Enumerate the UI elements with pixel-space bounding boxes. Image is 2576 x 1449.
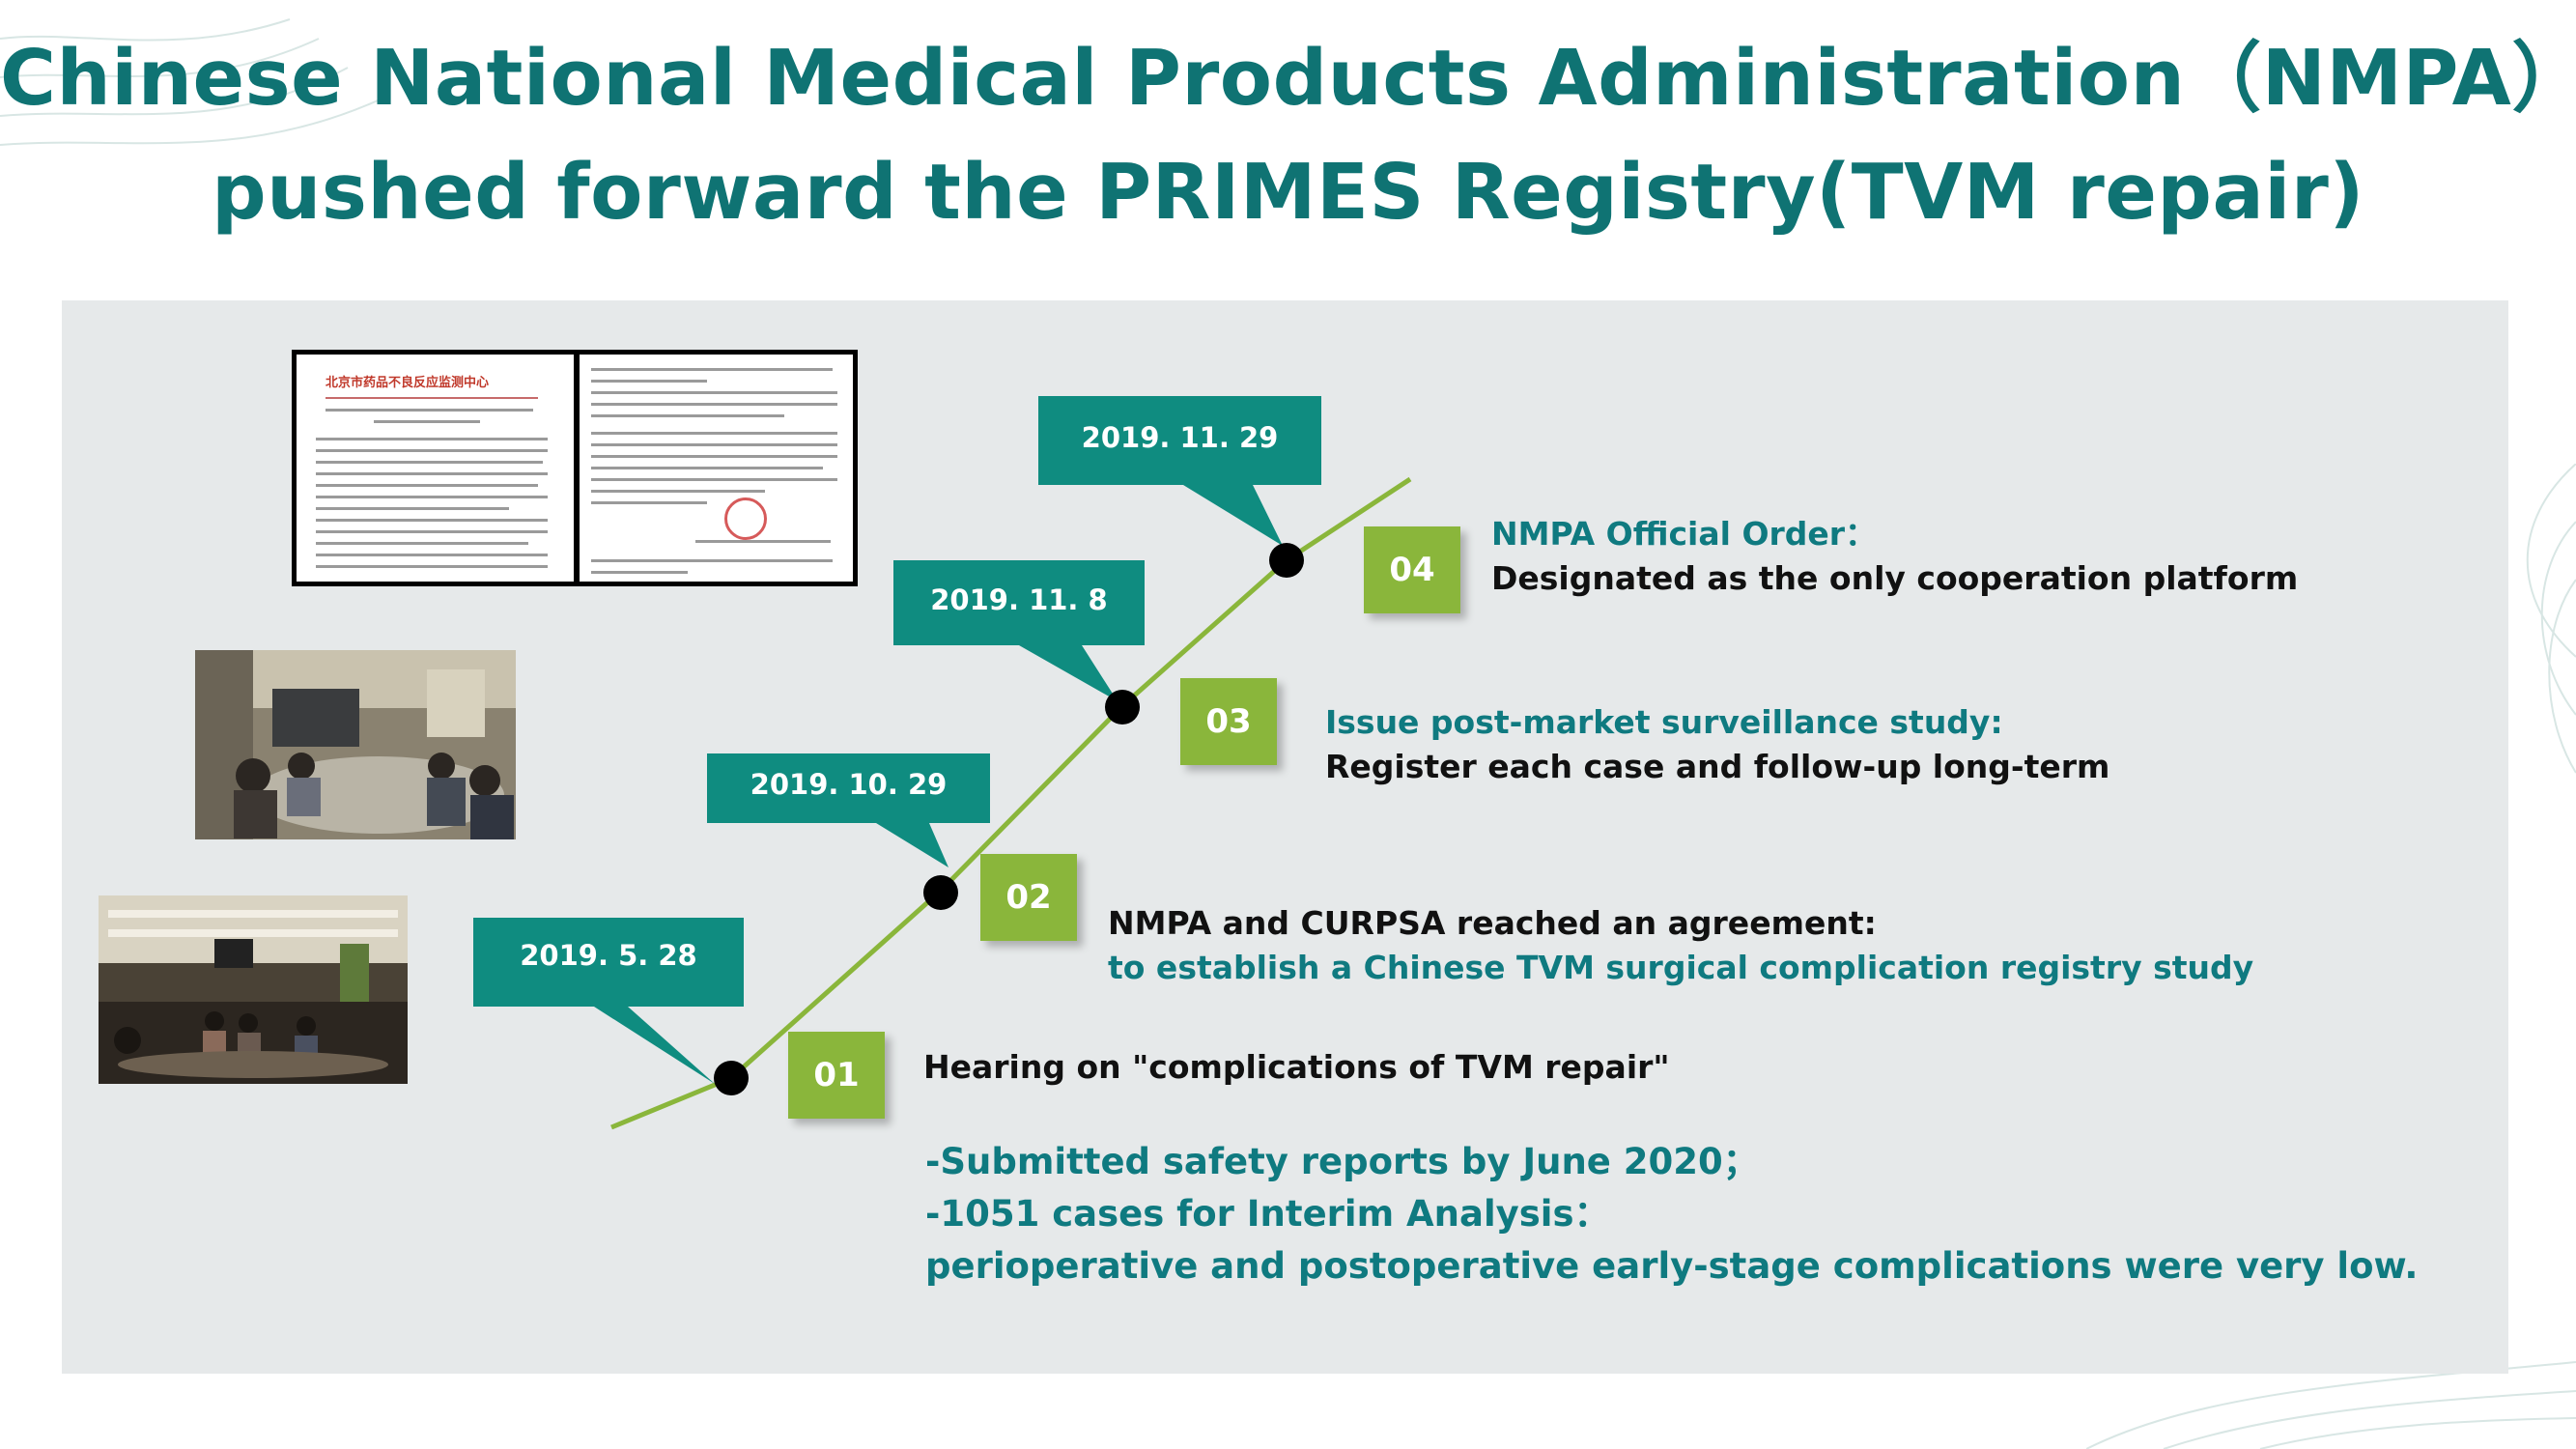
right-wave-decoration — [2526, 464, 2576, 774]
step-badge-03: 03 — [1180, 678, 1277, 765]
date-callout-2: 2019. 10. 29 — [750, 768, 948, 801]
date-callout-3: 2019. 11. 8 — [930, 583, 1108, 616]
red-seal-stamp — [724, 497, 767, 540]
date-callout-2-shape — [707, 753, 990, 867]
milestone-2-line-1: NMPA and CURPSA reached an agreement: — [1108, 904, 1877, 942]
summary-line-2: -1051 cases for Interim Analysis： — [925, 1193, 1610, 1235]
step-badge-04: 04 — [1364, 526, 1460, 613]
document-header-text: 北京市药品不良反应监测中心 — [326, 376, 490, 390]
timeline-dot-3 — [1105, 690, 1140, 724]
milestone-4-line-2: Designated as the only cooperation platf… — [1491, 559, 2299, 597]
milestone-2-line-2: to establish a Chinese TVM surgical comp… — [1108, 949, 2254, 986]
summary-line-1: -Submitted safety reports by June 2020； — [925, 1141, 1759, 1182]
document-page-right — [580, 355, 853, 582]
date-callout-1: 2019. 5. 28 — [520, 939, 697, 972]
document-divider — [574, 355, 580, 582]
meeting-photo-1 — [195, 650, 516, 839]
milestone-1-line-1: Hearing on "complications of TVM repair" — [923, 1048, 1670, 1086]
step-badge-01: 01 — [788, 1032, 885, 1119]
timeline-dot-4 — [1269, 543, 1304, 578]
date-callout-1-shape — [473, 918, 744, 1084]
milestone-3-line-1: Issue post-market surveillance study: — [1325, 703, 2003, 741]
milestone-3-line-2: Register each case and follow-up long-te… — [1325, 748, 2110, 785]
date-callout-4-shape — [1038, 396, 1321, 546]
slide-title-line-1: Chinese National Medical Products Admini… — [0, 34, 2576, 123]
document-page-left: 北京市药品不良反应监测中心 — [297, 355, 574, 582]
summary-line-3: perioperative and postoperative early-st… — [925, 1245, 2419, 1287]
milestone-4-line-1: NMPA Official Order： — [1491, 515, 1878, 553]
official-notice-document-image: 北京市药品不良反应监测中心 — [292, 350, 858, 586]
timeline-dot-2 — [923, 875, 958, 910]
date-callout-3-shape — [893, 560, 1145, 701]
meeting-photo-2 — [99, 895, 408, 1084]
date-callout-4: 2019. 11. 29 — [1081, 421, 1279, 454]
timeline-dot-1 — [714, 1061, 749, 1095]
top-left-wave-decoration — [0, 18, 387, 146]
interim-analysis-summary: -Submitted safety reports by June 2020； … — [925, 1136, 2418, 1293]
step-badge-02: 02 — [980, 854, 1077, 941]
slide-title-line-2: pushed forward the PRIMES Registry(TVM r… — [212, 148, 2364, 237]
